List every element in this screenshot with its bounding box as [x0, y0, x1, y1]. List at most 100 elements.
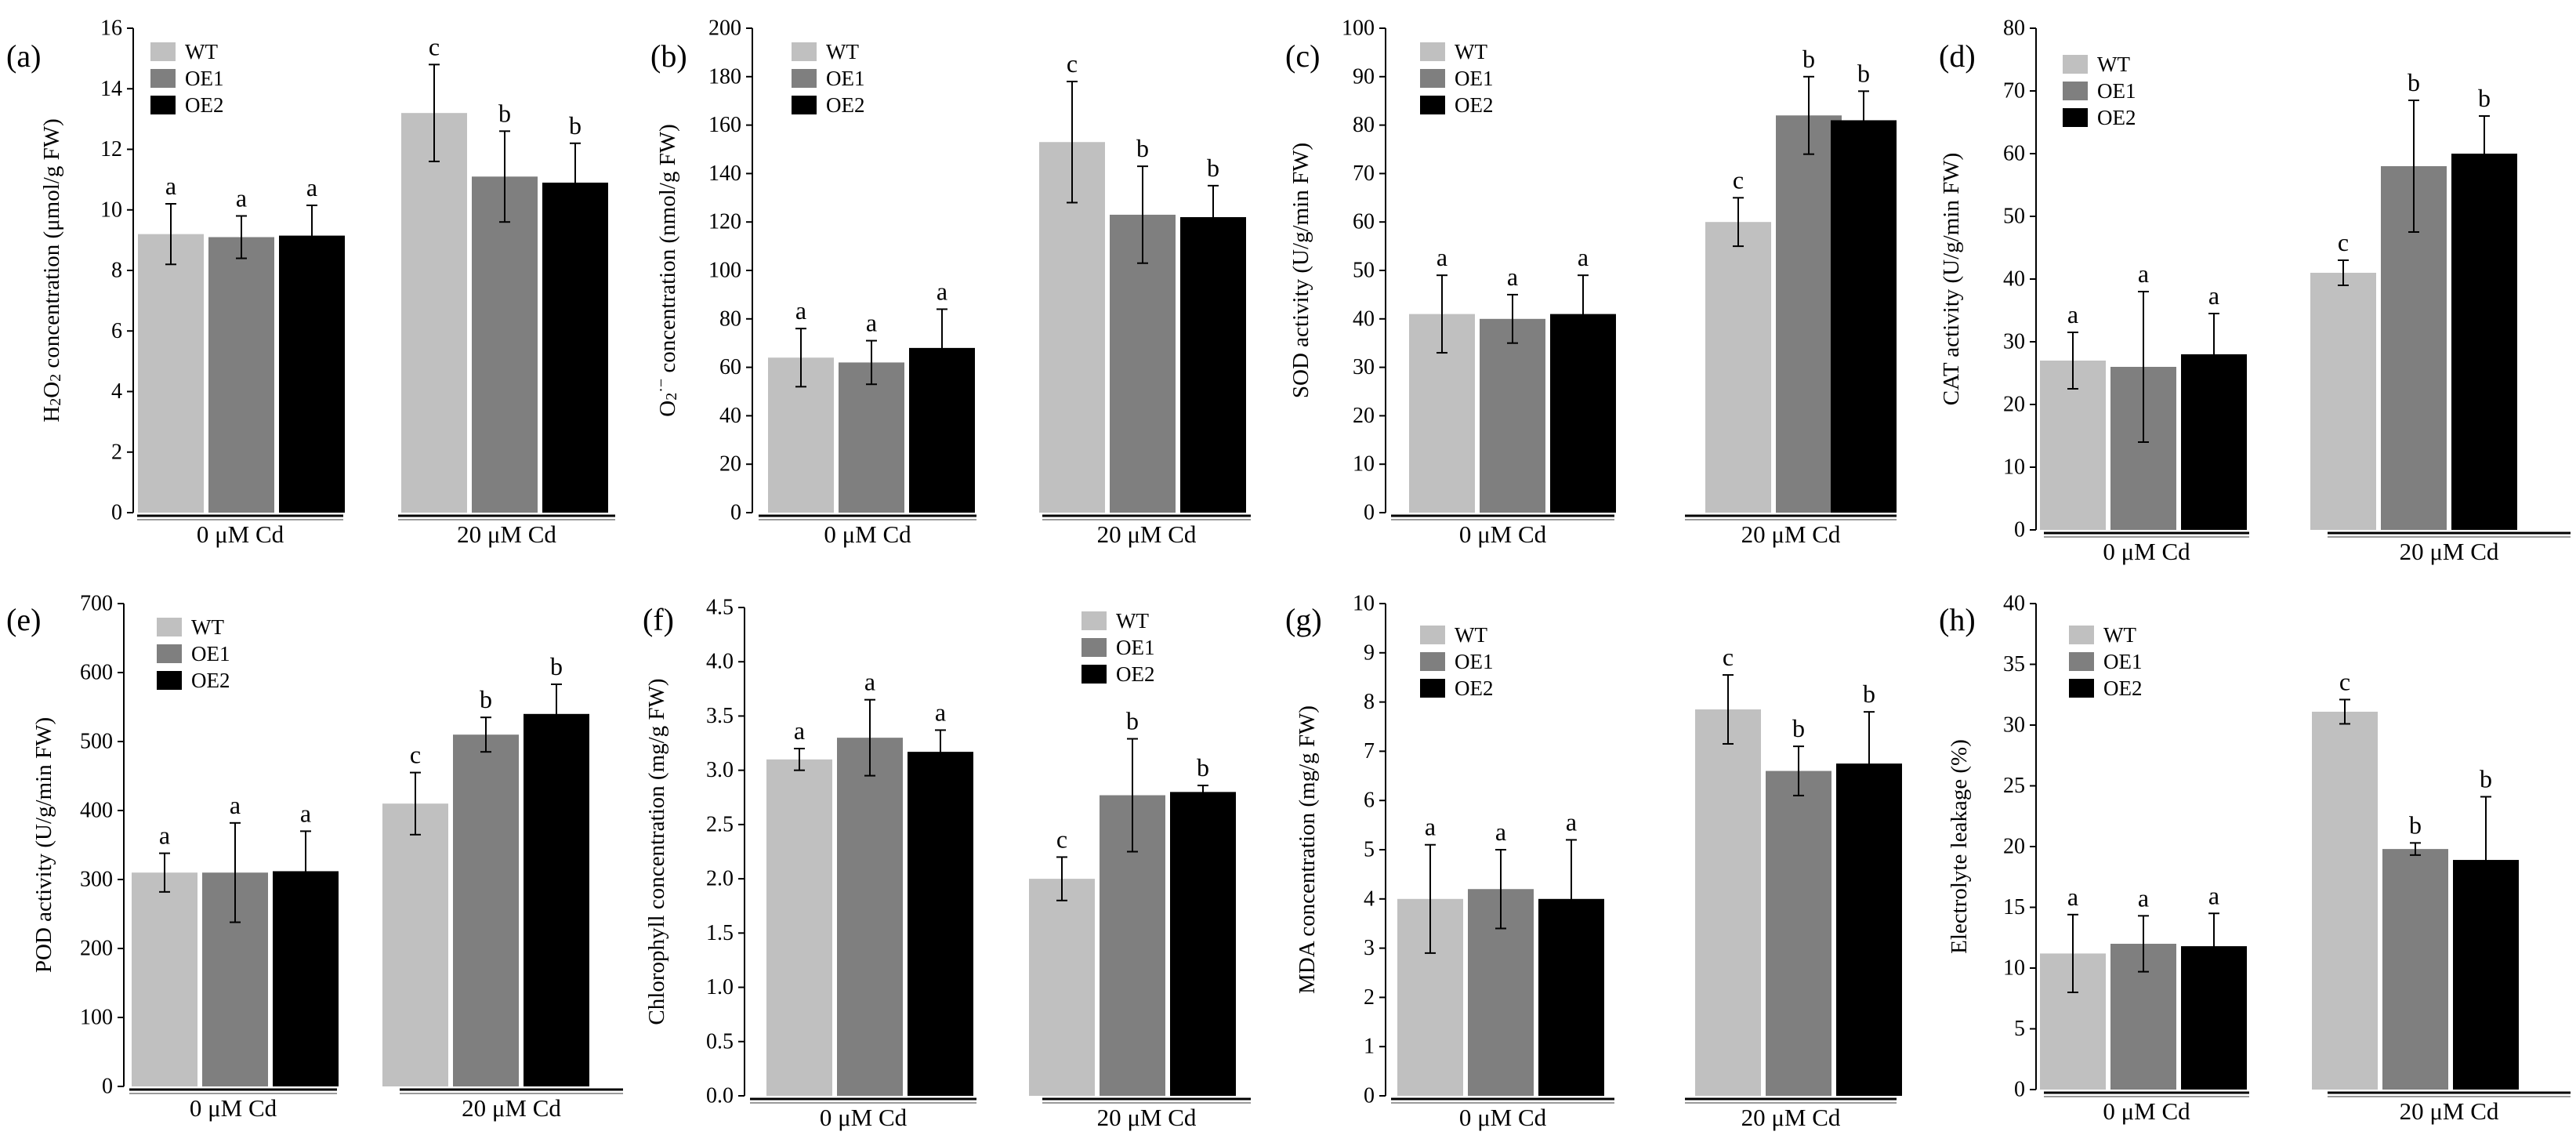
bar-oe1-group-1 — [208, 237, 274, 513]
bar-oe1-group-2 — [453, 734, 519, 1086]
y-tick-label: 50 — [2003, 205, 2025, 229]
significance-letter: a — [1578, 243, 1589, 271]
y-tick-label: 3 — [1364, 936, 1375, 960]
y-tick-label: 16 — [100, 16, 122, 41]
bar-oe2-group-2 — [524, 713, 589, 1086]
panel-label: (b) — [650, 38, 687, 74]
y-axis-label-part: 2 — [47, 398, 64, 406]
legend-swatch-oe1 — [792, 69, 817, 88]
y-tick-label: 1.0 — [706, 975, 734, 999]
bar-oe1-group-1 — [1480, 318, 1545, 513]
y-axis-label: MDA concentration (mg/g FW) — [1295, 705, 1320, 994]
chart-panel-f: (f) 0.0 0.5 1.0 1.5 2.0 2.5 3.0 3.5 4.0 4.5 Chlorop… — [643, 596, 1251, 1131]
y-tick-label: 200 — [708, 16, 741, 41]
group-label: 0 μM Cd — [824, 520, 911, 548]
y-tick-label: 60 — [2003, 142, 2025, 166]
bar-wt-group-2 — [1029, 879, 1095, 1096]
significance-letter: a — [935, 698, 946, 726]
legend-swatch-oe1 — [2063, 82, 2088, 100]
y-tick-label: 80 — [1353, 113, 1375, 137]
y-tick-label: 8 — [1364, 690, 1375, 714]
bar-oe1-group-2 — [472, 176, 538, 513]
y-tick-label: 30 — [1353, 355, 1375, 379]
significance-letter: a — [2067, 300, 2078, 328]
y-tick-label: 2.0 — [706, 867, 734, 891]
y-tick-label: 160 — [708, 113, 741, 137]
significance-letter: a — [1425, 813, 1436, 841]
significance-letter: b — [2409, 811, 2422, 839]
y-axis-label-part: H — [39, 406, 64, 422]
bar-oe2-group-2 — [1836, 763, 1902, 1096]
panel-label: (h) — [1939, 602, 1976, 637]
legend-swatch-wt — [2063, 55, 2088, 74]
y-axis-label: H2O2 concentration (μmol/g FW) — [39, 118, 64, 422]
legend-label-oe1: OE1 — [1455, 650, 1494, 673]
chart-panel-d: (d) 0 10 20 30 40 50 60 70 80 CAT activity (U/g/mi… — [1939, 16, 2571, 565]
legend-swatch-oe1 — [1081, 638, 1107, 657]
legend-label-oe2: OE2 — [826, 93, 865, 117]
y-axis-label: CAT activity (U/g/min FW) — [1939, 153, 1964, 405]
group-label: 20 μM Cd — [2400, 1097, 2499, 1125]
y-tick-label: 400 — [80, 799, 113, 823]
legend-swatch-oe1 — [1420, 69, 1445, 88]
bar-wt-group-2 — [2310, 273, 2376, 530]
significance-letter: a — [1495, 818, 1506, 846]
y-tick-label: 2 — [111, 440, 122, 464]
y-axis-label-part: POD activity (U/g/min FW) — [31, 717, 56, 973]
y-tick-label: 3.5 — [706, 704, 734, 728]
bar-wt-group-2 — [401, 113, 467, 513]
significance-letter: b — [480, 685, 492, 713]
bar-wt-group-1 — [138, 234, 204, 513]
legend-swatch-wt — [1420, 42, 1445, 61]
y-tick-label: 4.0 — [706, 650, 734, 674]
y-tick-label: 10 — [2003, 956, 2025, 981]
panel-label: (d) — [1939, 38, 1976, 74]
significance-letter: a — [159, 821, 170, 850]
legend-label-oe2: OE2 — [1455, 676, 1494, 700]
y-tick-label: 50 — [1353, 259, 1375, 283]
significance-letter: b — [1857, 59, 1870, 87]
significance-letter: b — [2408, 68, 2420, 96]
y-tick-label: 80 — [719, 306, 741, 331]
y-tick-label: 2 — [1364, 985, 1375, 1010]
y-tick-label: 10 — [1353, 592, 1375, 616]
bar-oe1-group-1 — [839, 362, 904, 513]
y-axis-label-part: 2 — [663, 393, 680, 401]
y-axis-label: Chlorophyll concentration (mg/g FW) — [644, 678, 669, 1025]
significance-letter: b — [1136, 134, 1149, 162]
y-axis-label-part: O — [39, 382, 64, 398]
y-tick-label: 0 — [111, 501, 122, 525]
y-tick-label: 3.0 — [706, 758, 734, 782]
legend-label-oe2: OE2 — [191, 669, 230, 692]
significance-letter: a — [165, 172, 176, 200]
significance-letter: a — [306, 173, 317, 201]
y-tick-label: 1 — [1364, 1035, 1375, 1059]
significance-letter: c — [2338, 228, 2349, 256]
legend-swatch-wt — [1420, 626, 1445, 644]
y-tick-label: 25 — [2003, 774, 2025, 798]
panel-label: (a) — [6, 38, 41, 74]
y-tick-label: 9 — [1364, 640, 1375, 665]
bar-oe1-group-2 — [2382, 849, 2448, 1090]
legend-swatch-oe2 — [792, 96, 817, 114]
bar-wt-group-2 — [1039, 142, 1105, 513]
group-label: 20 μM Cd — [462, 1094, 561, 1122]
y-tick-label: 180 — [708, 64, 741, 89]
y-tick-label: 15 — [2003, 895, 2025, 919]
significance-letter: a — [2208, 281, 2219, 310]
legend-swatch-oe2 — [1081, 665, 1107, 684]
bar-wt-group-2 — [382, 803, 448, 1086]
bar-wt-group-2 — [1705, 222, 1771, 513]
legend-swatch-wt — [2069, 626, 2094, 644]
group-label: 20 μM Cd — [1097, 1104, 1197, 1131]
significance-letter: b — [550, 652, 563, 680]
legend-swatch-oe2 — [157, 671, 182, 690]
significance-letter: b — [498, 99, 511, 127]
y-tick-label: 300 — [80, 868, 113, 892]
significance-letter: a — [937, 277, 947, 305]
legend-label-wt: WT — [2103, 623, 2136, 647]
significance-letter: b — [569, 111, 582, 140]
y-tick-label: 0.0 — [706, 1084, 734, 1108]
legend-label-oe1: OE1 — [185, 67, 224, 90]
y-tick-label: 8 — [111, 259, 122, 283]
